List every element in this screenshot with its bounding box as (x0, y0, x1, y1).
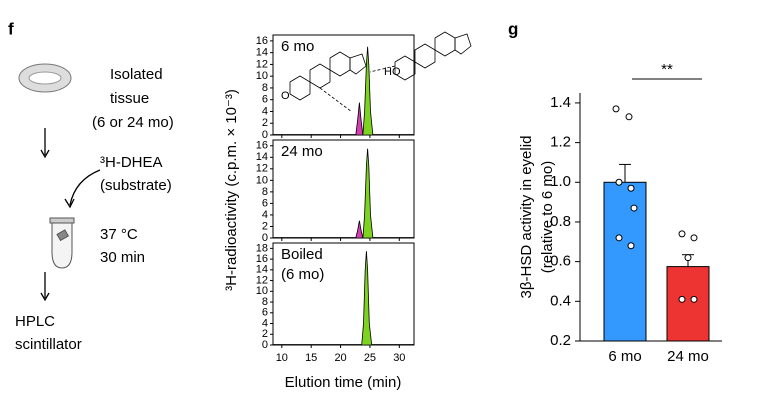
step-text: 30 min (100, 249, 145, 266)
y-tick-label: 12 (256, 163, 268, 175)
y-axis-label: (relative to 6 mo) (539, 161, 556, 274)
significance: ** (661, 61, 673, 78)
data-point (678, 230, 686, 238)
y-tick-label: 10 (256, 70, 268, 82)
panel-label: f (8, 19, 14, 38)
y-tick-label: 14 (256, 47, 268, 59)
y-tick-label: 6 (262, 94, 268, 106)
data-point (615, 234, 623, 242)
data-point (684, 254, 692, 262)
x-tick-label: 6 mo (608, 348, 641, 365)
data-point (627, 184, 635, 192)
data-point (627, 242, 635, 250)
x-tick-label: 20 (334, 352, 346, 364)
x-tick-label: 24 mo (667, 348, 709, 365)
dashed-pointer (319, 65, 396, 113)
y-tick-label: 0 (262, 129, 268, 141)
y-tick-label: 1.0 (550, 173, 571, 190)
y-tick-label: 12 (256, 58, 268, 70)
step-text: scintillator (15, 336, 82, 353)
eye-icon (18, 63, 72, 93)
x-tick-label: 10 (276, 352, 288, 364)
data-point (690, 234, 698, 242)
panel-title: (6 mo) (281, 266, 324, 283)
structure (289, 31, 472, 101)
y-tick-label: 4 (262, 209, 268, 221)
y-tick-label: 1.4 (550, 94, 571, 111)
peak-area (362, 46, 374, 136)
peak-area (355, 220, 364, 239)
y-tick-label: 0.8 (550, 213, 571, 230)
y-tick-label: 8 (262, 296, 268, 308)
data-point (612, 105, 620, 113)
bar (666, 266, 710, 342)
panel-label: g (508, 19, 518, 38)
data-point (615, 178, 623, 186)
step-text: ³H-DHEA (100, 154, 163, 171)
step-text: (substrate) (100, 177, 172, 194)
tube-icon (49, 217, 75, 269)
data-point (625, 113, 633, 121)
y-axis-label: 3β-HSD activity in eyelid (518, 136, 535, 299)
plot-frame (272, 139, 415, 239)
panel-title: 6 mo (281, 38, 314, 55)
x-tick-label: 25 (364, 352, 376, 364)
y-tick-label: 16 (256, 35, 268, 47)
y-tick-label: 0.4 (550, 292, 571, 309)
x-axis-label: Elution time (min) (285, 374, 402, 391)
peak-area (362, 148, 374, 239)
plot-frame (272, 34, 415, 136)
y-tick-label: 0 (262, 232, 268, 244)
y-tick-label: 18 (256, 242, 268, 254)
step-text: Isolated (110, 66, 163, 83)
y-tick-label: 2 (262, 328, 268, 340)
data-point (678, 295, 686, 303)
atom: O (281, 90, 290, 102)
y-tick-label: 0 (262, 339, 268, 351)
y-tick-label: 1.2 (550, 134, 571, 151)
y-tick-label: 6 (262, 307, 268, 319)
atom: HO (384, 66, 401, 78)
y-tick-label: 2 (262, 117, 268, 129)
y-tick-label: 2 (262, 220, 268, 232)
y-tick-label: 16 (256, 253, 268, 265)
peak-area (361, 251, 373, 346)
x-tick-label: 30 (393, 352, 405, 364)
y-tick-label: 10 (256, 285, 268, 297)
y-tick-label: 14 (256, 151, 268, 163)
step-text: HPLC (15, 313, 55, 330)
y-tick-label: 4 (262, 317, 268, 329)
y-tick-label: 14 (256, 264, 268, 276)
panel-title: Boiled (281, 246, 323, 263)
step-text: 37 °C (100, 226, 138, 243)
x-tick-label: 15 (305, 352, 317, 364)
data-point (630, 204, 638, 212)
y-tick-label: 4 (262, 105, 268, 117)
y-tick-label: 0.2 (550, 332, 571, 349)
y-tick-label: 10 (256, 174, 268, 186)
arrows (40, 128, 101, 302)
y-tick-label: 8 (262, 186, 268, 198)
y-tick-label: 16 (256, 140, 268, 152)
data-point (690, 295, 698, 303)
plot-frame (272, 242, 415, 346)
bar (603, 181, 647, 342)
y-tick-label: 6 (262, 197, 268, 209)
y-tick-label: 12 (256, 274, 268, 286)
panel-title: 24 mo (281, 143, 323, 160)
y-tick-label: 8 (262, 82, 268, 94)
y-axis-label: ³H-radioactivity (c.p.m. × 10⁻³) (223, 89, 240, 291)
step-text: tissue (110, 90, 149, 107)
peak-area (355, 102, 364, 136)
step-text: (6 or 24 mo) (92, 114, 174, 131)
y-tick-label: 0.6 (550, 253, 571, 270)
